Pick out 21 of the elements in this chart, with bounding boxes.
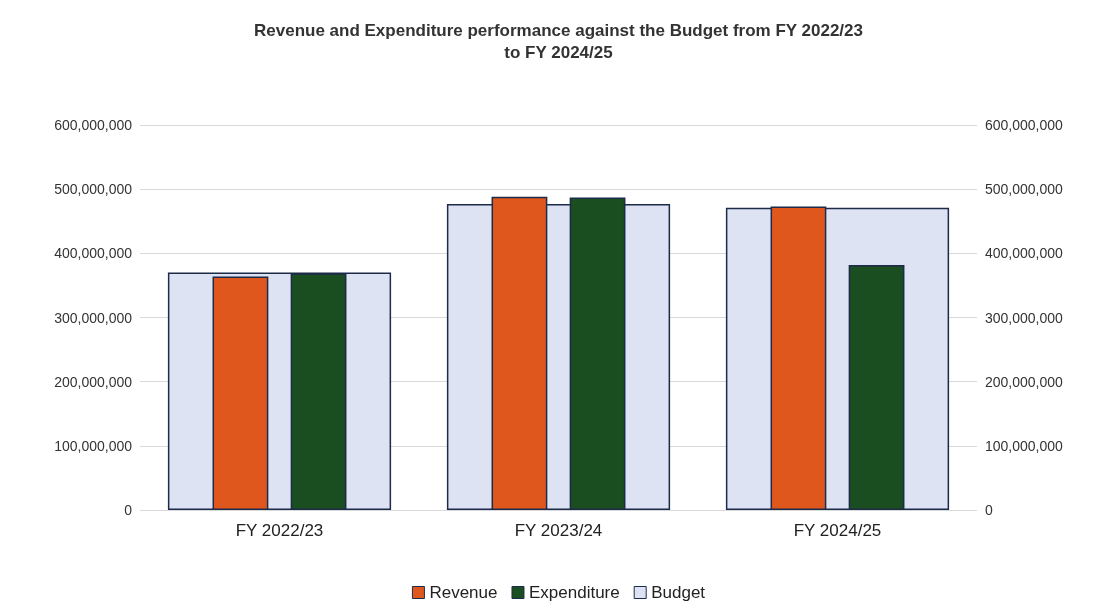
y2-tick-label: 500,000,000 [985, 181, 1064, 198]
y2-tick-label: 300,000,000 [985, 309, 1064, 326]
y2-tick-label: 0 [985, 502, 993, 518]
y-tick-label: 100,000,000 [54, 437, 133, 454]
y-tick-label: 500,000,000 [54, 181, 133, 198]
y-tick-label: 600,000,000 [54, 117, 133, 133]
y-tick-label: 0 [124, 502, 133, 518]
y-tick-label: 200,000,000 [54, 373, 133, 390]
x-tick-label: FY 2022/23 [235, 521, 324, 540]
x-tick-label: FY 2024/25 [793, 521, 882, 540]
y2-tick-label: 400,000,000 [985, 245, 1064, 262]
legend-label: Expenditure [528, 583, 620, 602]
legend-label: Budget [651, 583, 706, 602]
y-tick-label: 300,000,000 [54, 309, 133, 326]
y-tick-label: 400,000,000 [54, 245, 133, 262]
x-tick-label: FY 2023/24 [514, 521, 603, 540]
y2-tick-label: 600,000,000 [985, 117, 1064, 133]
legend-label: Revenue [429, 583, 498, 602]
chart-title: Revenue and Expenditure performance against the Budget from FY 2022/23 to FY 2024/25 [253, 20, 864, 62]
y2-tick-label: 100,000,000 [985, 437, 1064, 454]
y2-tick-label: 200,000,000 [985, 373, 1064, 390]
